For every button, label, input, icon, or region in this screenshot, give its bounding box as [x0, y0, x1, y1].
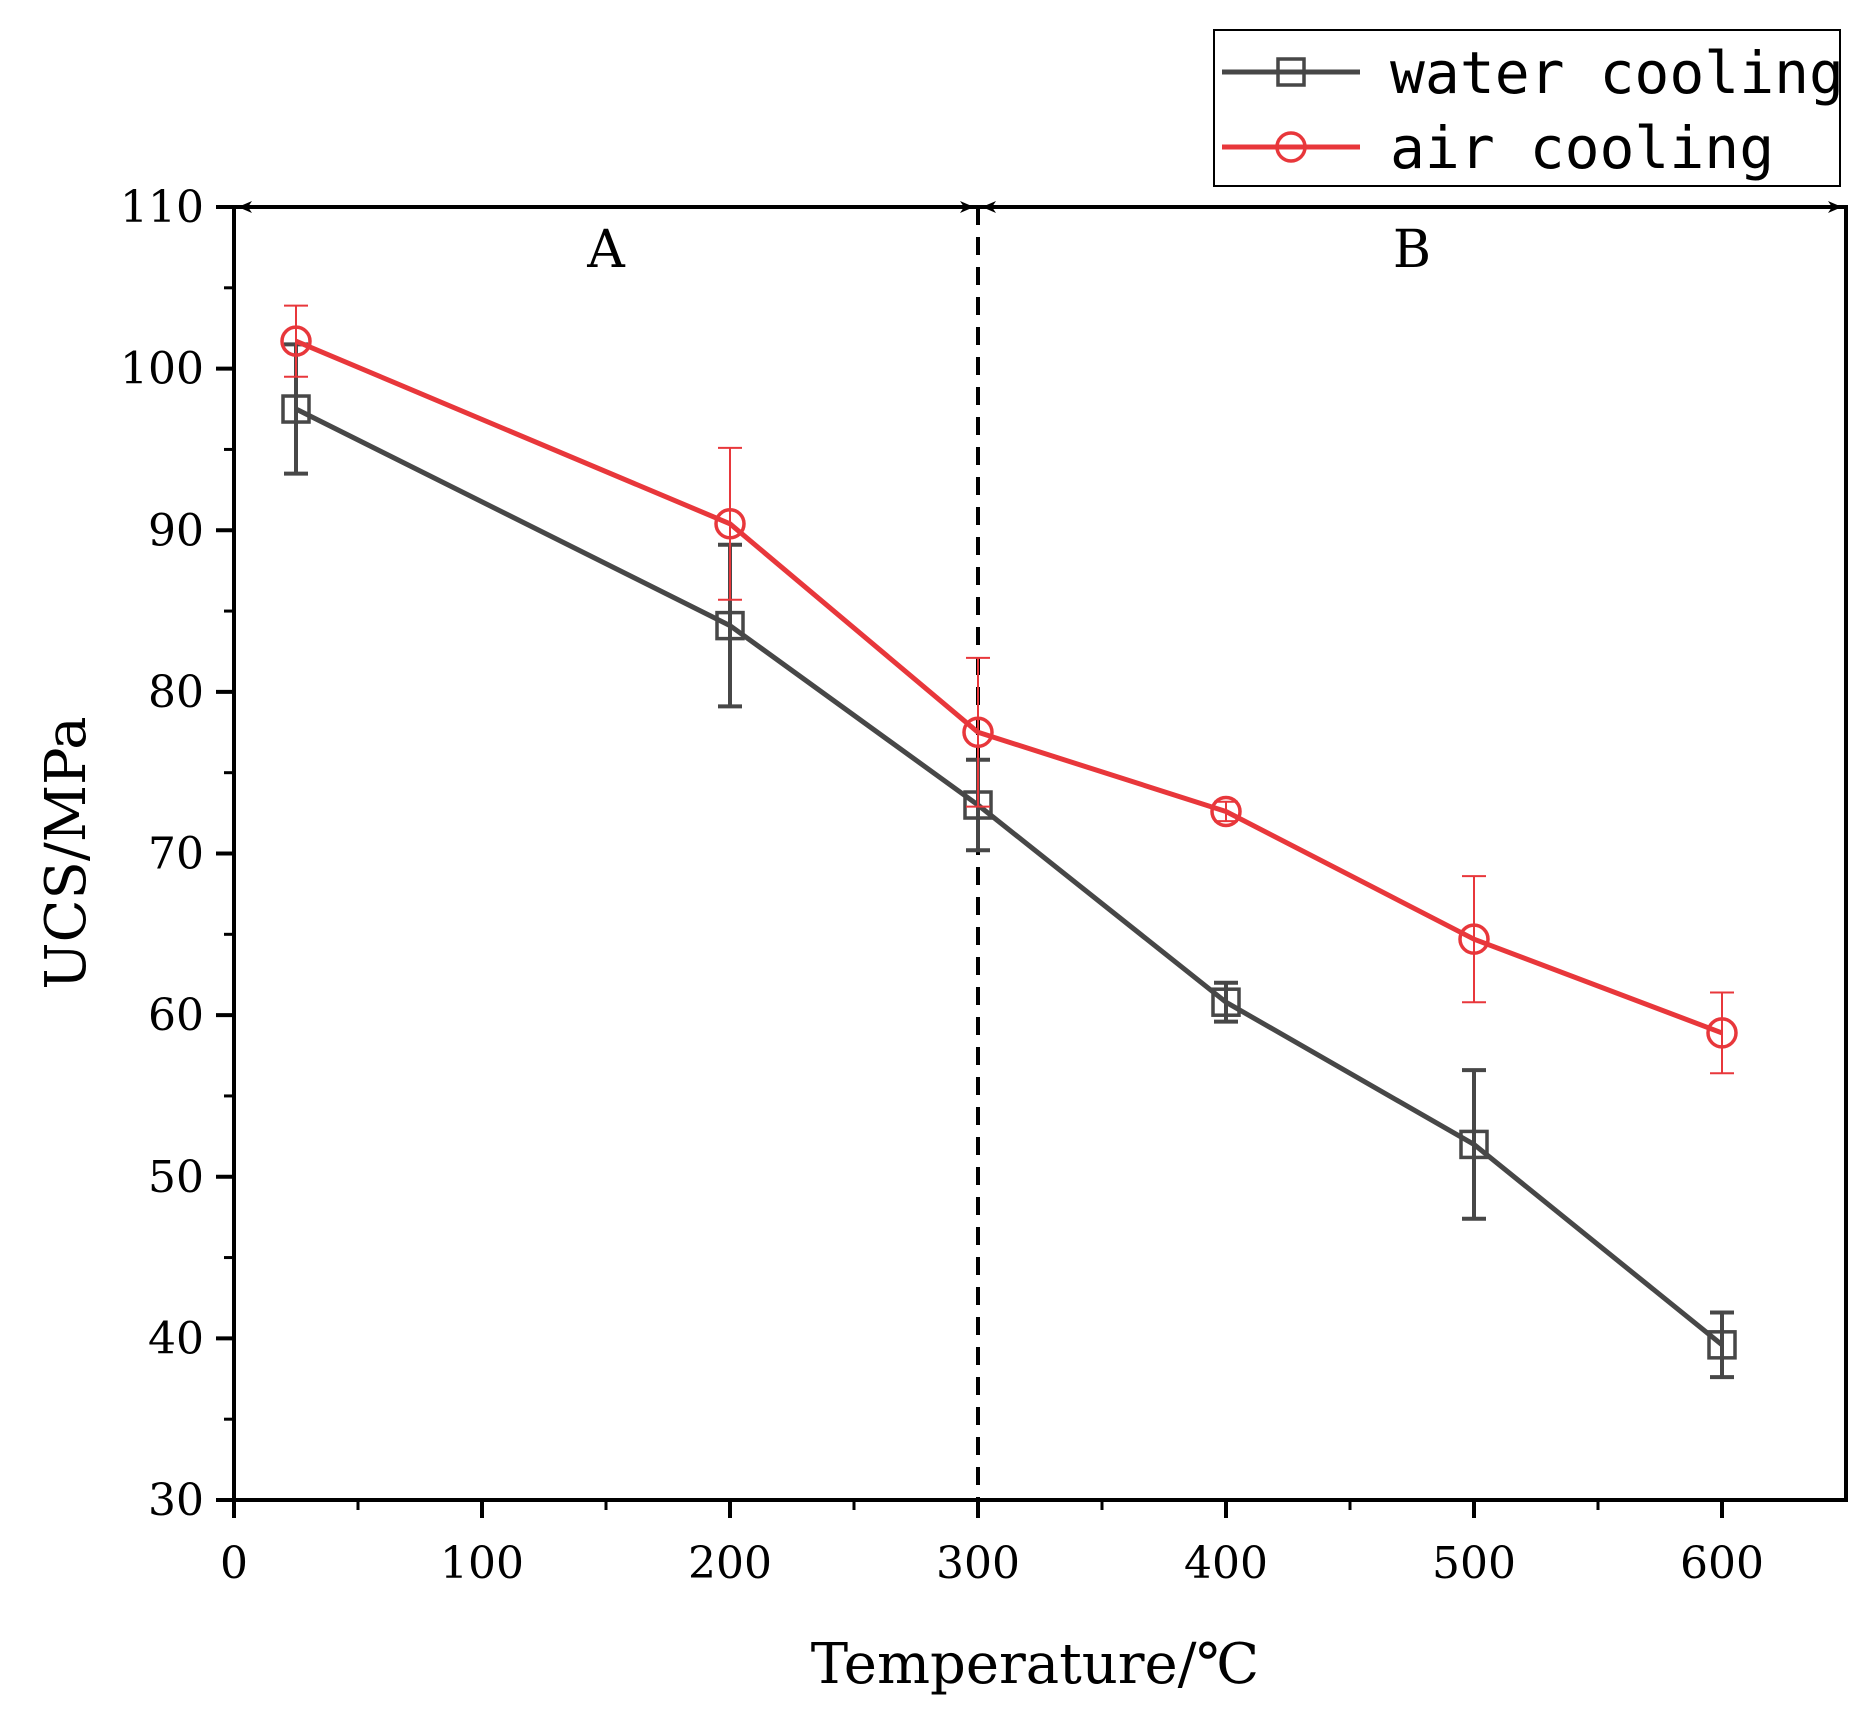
x-tick-label: 300 [936, 1538, 1020, 1589]
y-tick-label: 80 [148, 667, 204, 718]
data-point-air-cooling [1706, 1017, 1738, 1049]
y-tick-label: 50 [148, 1152, 204, 1203]
region-a-label: A [586, 220, 626, 280]
x-axis-title: Temperature/℃ [811, 1632, 1259, 1697]
series-line-water-cooling [294, 406, 1724, 1347]
x-tick-label: 500 [1432, 1538, 1516, 1589]
y-tick-label: 90 [148, 505, 204, 556]
data-point-water-cooling [1707, 1330, 1737, 1360]
y-tick-label: 70 [148, 829, 204, 880]
data-point-air-cooling [1210, 795, 1242, 828]
data-point-air-cooling [280, 325, 312, 357]
y-tick-label: 60 [148, 990, 204, 1041]
legend-marker-water-cooling [1276, 57, 1306, 87]
data-point-water-cooling [715, 610, 745, 641]
data-point-air-cooling [962, 716, 994, 749]
legend-label-air-cooling: air cooling [1390, 114, 1774, 182]
x-tick-label: 600 [1680, 1538, 1764, 1589]
x-tick-label: 200 [688, 1538, 772, 1589]
x-tick-label: 400 [1184, 1538, 1268, 1589]
region-b-label: B [1393, 220, 1431, 280]
series-line-air-cooling [295, 338, 1723, 1036]
y-axis-title: UCS/MPa [34, 716, 99, 989]
x-tick-label: 0 [220, 1538, 248, 1589]
data-point-water-cooling [281, 394, 311, 424]
x-tick-label: 100 [440, 1538, 524, 1589]
data-point-air-cooling [1458, 923, 1490, 955]
axes-layer: 30 40 50 60 70 80 90 100 110 0 100 200 300 400 500 600 [120, 182, 1848, 1589]
y-tick-label: 40 [148, 1313, 204, 1364]
legend-marker-air-cooling [1275, 131, 1307, 163]
data-point-water-cooling [1211, 987, 1241, 1017]
series-layer [280, 304, 1738, 1380]
legend: water cooling air cooling [1213, 29, 1844, 187]
y-tick-label: 100 [120, 344, 204, 395]
data-point-water-cooling [1459, 1129, 1489, 1160]
y-tick-label: 30 [148, 1475, 204, 1526]
data-point-air-cooling [714, 508, 746, 540]
y-tick-label: 110 [120, 182, 204, 233]
legend-box [1213, 29, 1841, 187]
legend-label-water-cooling: water cooling [1390, 39, 1844, 107]
